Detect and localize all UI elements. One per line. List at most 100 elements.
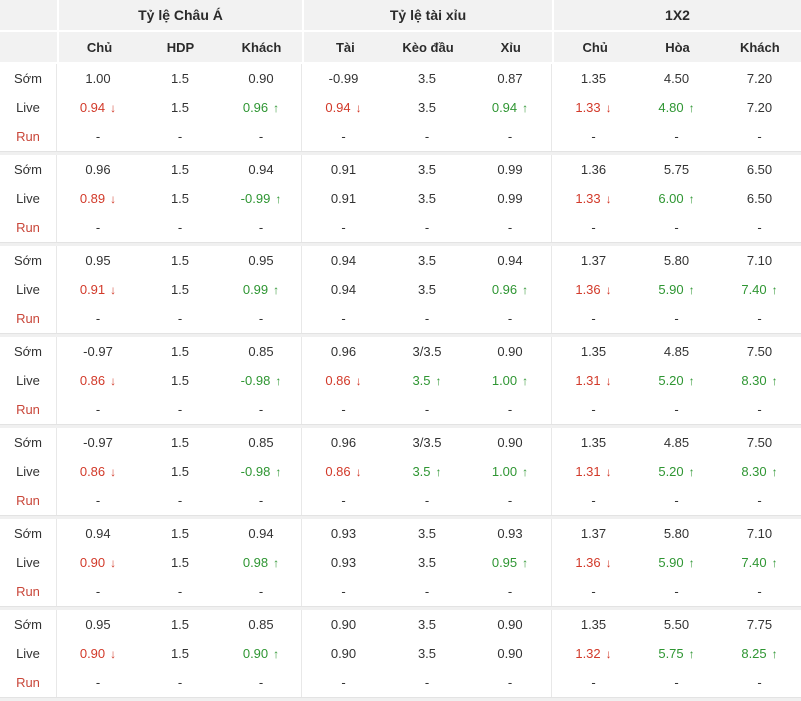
column-header: Kèo đầu [402, 39, 454, 55]
odds-value: 0.95 [491, 555, 518, 570]
odds-value: 1.00 [491, 464, 518, 479]
odds-value: 0.95 [85, 617, 111, 632]
table-row: Run - - - - - - - - - [0, 486, 801, 515]
odds-cell: 7.10 [718, 246, 801, 275]
odds-value: 0.93 [330, 526, 357, 541]
odds-cell: 3.5 [385, 155, 469, 184]
odds-value: 1.35 [580, 617, 607, 632]
odds-value: 1.37 [580, 526, 607, 541]
odds-value: - [258, 402, 264, 417]
odds-cell: - [552, 304, 635, 333]
odds-value: 0.90 [497, 344, 523, 359]
odds-value: 1.35 [580, 435, 607, 450]
odds-cell: 7.75 [718, 610, 801, 639]
odds-cell: 5.75 ↑ [635, 639, 718, 668]
odds-cell: 7.50 [718, 428, 801, 457]
odds-value: 7.40 [741, 555, 767, 570]
arrow-up-icon: ↑ [435, 373, 442, 388]
odds-value: 0.86 [79, 373, 106, 388]
odds-cell: - [139, 122, 221, 151]
odds-cell: 3/3.5 [385, 337, 469, 366]
odds-value: 7.10 [746, 253, 773, 268]
odds-cell: 0.86 ↓ [57, 366, 139, 395]
odds-value: - [424, 402, 430, 417]
odds-value: - [507, 220, 513, 235]
group-header-1: Tỷ lệ tài xỉu [302, 0, 552, 30]
odds-cell: 0.90 ↑ [221, 639, 302, 668]
odds-cell: 1.36 ↓ [552, 548, 635, 577]
odds-cell: -0.99 [302, 64, 385, 93]
odds-value: - [507, 493, 513, 508]
odds-cell: - [302, 577, 385, 606]
table-row: Live 0.94 ↓ 1.5 0.96 ↑ 0.94 ↓ 3.5 0.94 ↑ 1.33 ↓ 4.80 ↑… [0, 93, 801, 122]
odds-cell: 0.96 [57, 155, 139, 184]
odds-value: - [507, 311, 513, 326]
odds-cell: 5.80 [635, 519, 718, 548]
odds-cell: 1.00 ↑ [469, 457, 552, 486]
odds-value: 0.86 [325, 464, 351, 479]
odds-value: 1.5 [170, 162, 190, 177]
odds-cell: 1.35 [552, 337, 635, 366]
odds-value: - [341, 220, 346, 235]
odds-cell: 1.5 [139, 519, 221, 548]
odds-cell: - [469, 304, 552, 333]
odds-cell: 0.91 [302, 184, 385, 213]
row-label: Sớm [0, 64, 57, 93]
odds-value: 3/3.5 [412, 435, 442, 450]
table-row: Sớm 0.96 1.5 0.94 0.91 3.5 0.99 1.36 5.75 6.50 [0, 155, 801, 184]
odds-value: 0.94 [497, 253, 523, 268]
odds-cell: 1.36 [552, 155, 635, 184]
odds-value: - [674, 493, 679, 508]
odds-value: 0.90 [330, 646, 357, 661]
odds-cell: 1.35 [552, 64, 635, 93]
odds-cell: 5.75 [635, 155, 718, 184]
arrow-up-icon: ↑ [771, 464, 778, 479]
arrow-down-icon: ↓ [605, 646, 612, 661]
odds-value: - [341, 311, 346, 326]
column-header: Chủ [582, 39, 608, 55]
row-label: Run [0, 668, 57, 697]
odds-cell: 1.35 [552, 428, 635, 457]
odds-value: 1.5 [170, 191, 190, 206]
odds-cell: - [635, 213, 718, 242]
odds-value: 1.35 [580, 344, 607, 359]
odds-value: 3.5 [417, 646, 437, 661]
odds-value: 1.37 [580, 253, 607, 268]
odds-value: 0.89 [79, 191, 106, 206]
odds-value: -0.98 [240, 464, 271, 479]
odds-cell: - [552, 486, 635, 515]
column-header: HDP [166, 39, 195, 55]
odds-value: 5.80 [663, 526, 690, 541]
odds-cell: 5.20 ↑ [635, 457, 718, 486]
odds-cell: - [469, 486, 552, 515]
odds-value: 3.5 [412, 464, 431, 479]
odds-value: - [507, 675, 513, 690]
column-header: Tài [335, 39, 355, 55]
odds-value: 0.95 [85, 253, 111, 268]
odds-cell: 0.85 [221, 610, 302, 639]
odds-cell: 0.95 [221, 246, 302, 275]
table-row: Sớm 0.95 1.5 0.85 0.90 3.5 0.90 1.35 5.50 7.75 [0, 610, 801, 639]
odds-value: - [674, 311, 679, 326]
odds-value: 0.94 [79, 100, 106, 115]
odds-value: 0.98 [242, 555, 269, 570]
odds-value: 1.36 [575, 282, 601, 297]
column-header: Chủ [86, 39, 113, 55]
odds-value: - [424, 311, 430, 326]
odds-value: 0.93 [330, 555, 357, 570]
odds-cell: - [718, 668, 801, 697]
odds-value: 7.20 [746, 100, 773, 115]
arrow-up-icon: ↑ [688, 464, 695, 479]
odds-value: - [591, 129, 596, 144]
odds-cell: - [385, 668, 469, 697]
odds-value: 1.5 [170, 555, 190, 570]
odds-cell: 1.5 [139, 155, 221, 184]
odds-value: 0.90 [497, 617, 523, 632]
odds-value: - [177, 311, 183, 326]
odds-value: - [591, 675, 596, 690]
row-label: Live [0, 457, 57, 486]
column-header: Khách [739, 39, 780, 55]
arrow-up-icon: ↑ [522, 373, 529, 388]
arrow-down-icon: ↓ [110, 464, 117, 479]
